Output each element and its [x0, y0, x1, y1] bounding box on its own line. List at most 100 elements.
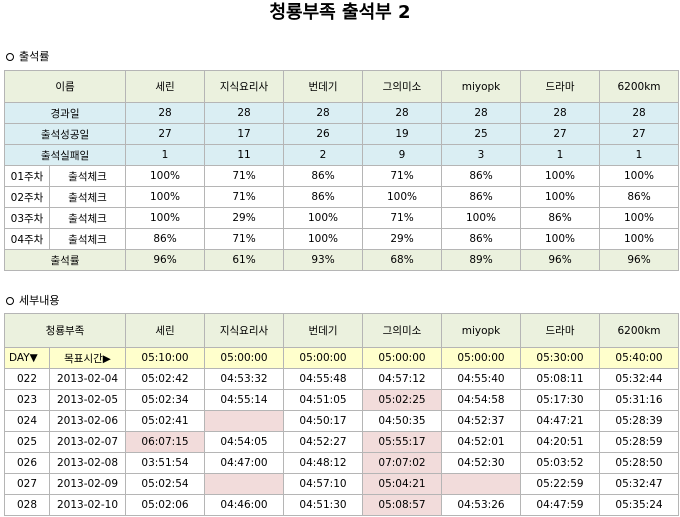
missed-time-cell: 07:07:02 [362, 452, 442, 474]
member-column-header: 6200km [599, 70, 679, 103]
table-cell: 1 [125, 144, 205, 166]
table-header-row: 이름 세린 지식요리사 번데기 그의미소 miyopk 드라마 6200km [4, 70, 679, 103]
member-column-header: 세린 [125, 313, 205, 348]
table-cell: 100% [125, 207, 205, 229]
time-cell: 05:02:06 [125, 494, 205, 516]
day-number: 022 [4, 368, 50, 390]
tribe-column-header: 청룡부족 [4, 313, 126, 348]
time-cell: 04:55:40 [441, 368, 521, 390]
member-column-header: 그의미소 [362, 70, 442, 103]
table-row: 022 2013-02-04 05:02:42 04:53:32 04:55:48 04:… [4, 368, 679, 390]
missed-time-cell [204, 473, 284, 495]
member-column-header: 그의미소 [362, 313, 442, 348]
time-cell: 04:50:35 [362, 410, 442, 432]
table-cell: 3 [441, 144, 521, 166]
member-column-header: 드라마 [520, 313, 600, 348]
target-time-cell: 05:00:00 [283, 347, 363, 369]
table-cell: 28 [125, 102, 205, 124]
time-cell: 05:02:34 [125, 389, 205, 411]
time-cell: 04:51:05 [283, 389, 363, 411]
table-cell: 100% [599, 228, 679, 250]
table-cell: 28 [362, 102, 442, 124]
table-cell: 96% [520, 249, 600, 271]
table-row: 026 2013-02-08 03:51:54 04:47:00 04:48:12 07:… [4, 452, 679, 474]
table-cell: 26 [283, 123, 363, 145]
time-cell: 05:32:44 [599, 368, 679, 390]
table-cell: 71% [204, 186, 284, 208]
table-header-row: 청룡부족 세린 지식요리사 번데기 그의미소 miyopk 드라마 6200km [4, 313, 679, 348]
table-cell: 93% [283, 249, 363, 271]
member-column-header: 번데기 [283, 70, 363, 103]
name-column-header: 이름 [4, 70, 126, 103]
time-cell: 04:48:12 [283, 452, 363, 474]
time-cell: 05:28:39 [599, 410, 679, 432]
target-time-cell: 05:00:00 [441, 347, 521, 369]
table-cell: 86% [125, 228, 205, 250]
summary-row: 출석실패일 1 11 2 9 3 1 1 [4, 144, 679, 166]
table-cell: 89% [441, 249, 521, 271]
table-cell: 86% [520, 207, 600, 229]
table-cell: 100% [520, 228, 600, 250]
target-time-cell: 05:40:00 [599, 347, 679, 369]
time-cell: 04:55:48 [283, 368, 363, 390]
day-number: 028 [4, 494, 50, 516]
day-number: 026 [4, 452, 50, 474]
week-label: 03주차 [4, 207, 50, 229]
missed-time-cell [441, 473, 521, 495]
table-cell: 100% [283, 228, 363, 250]
member-column-header: 세린 [125, 70, 205, 103]
row-label: 출석률 [4, 249, 126, 271]
target-time-cell: 05:30:00 [520, 347, 600, 369]
member-column-header: 지식요리사 [204, 313, 284, 348]
table-row: 023 2013-02-05 05:02:34 04:55:14 04:51:05 05:… [4, 389, 679, 411]
section-details-heading: 세부내용 [6, 294, 59, 308]
target-time-cell: 05:10:00 [125, 347, 205, 369]
member-column-header: 6200km [599, 313, 679, 348]
table-cell: 28 [283, 102, 363, 124]
summary-row: 출석성공일 27 17 26 19 25 27 27 [4, 123, 679, 145]
member-column-header: miyopk [441, 313, 521, 348]
missed-time-cell: 05:55:17 [362, 431, 442, 453]
member-column-header: 드라마 [520, 70, 600, 103]
table-cell: 19 [362, 123, 442, 145]
row-label: 경과일 [4, 102, 126, 124]
table-cell: 86% [283, 186, 363, 208]
attendance-detail-table: 청룡부족 세린 지식요리사 번데기 그의미소 miyopk 드라마 6200km DAY▼ 목표시… [4, 313, 679, 516]
time-cell: 05:02:42 [125, 368, 205, 390]
table-row: 025 2013-02-07 06:07:15 04:54:05 04:52:27 05:… [4, 431, 679, 453]
time-cell: 05:17:30 [520, 389, 600, 411]
attendance-rate-table: 이름 세린 지식요리사 번데기 그의미소 miyopk 드라마 6200km 경과일 28 28 28… [4, 70, 679, 271]
time-cell: 04:57:10 [283, 473, 363, 495]
day-sort-label: DAY▼ [4, 347, 50, 369]
table-cell: 17 [204, 123, 284, 145]
table-cell: 100% [599, 207, 679, 229]
missed-time-cell: 05:08:57 [362, 494, 442, 516]
section-attendance-heading: 출석률 [6, 50, 49, 64]
time-cell: 04:51:30 [283, 494, 363, 516]
table-cell: 61% [204, 249, 284, 271]
time-cell: 05:02:54 [125, 473, 205, 495]
date-cell: 2013-02-06 [49, 410, 126, 432]
member-column-header: 번데기 [283, 313, 363, 348]
time-cell: 05:02:41 [125, 410, 205, 432]
time-cell: 05:35:24 [599, 494, 679, 516]
table-cell: 100% [520, 165, 600, 187]
time-cell: 04:53:26 [441, 494, 521, 516]
week-row: 01주차 출석체크 100% 71% 86% 71% 86% 100% 100% [4, 165, 679, 187]
table-cell: 1 [599, 144, 679, 166]
time-cell: 04:57:12 [362, 368, 442, 390]
table-cell: 86% [441, 228, 521, 250]
table-cell: 29% [362, 228, 442, 250]
table-cell: 29% [204, 207, 284, 229]
table-cell: 71% [204, 165, 284, 187]
missed-time-cell: 05:04:21 [362, 473, 442, 495]
circle-bullet-icon [6, 53, 14, 61]
missed-time-cell: 05:02:25 [362, 389, 442, 411]
target-time-cell: 05:00:00 [204, 347, 284, 369]
time-cell: 05:22:59 [520, 473, 600, 495]
table-cell: 9 [362, 144, 442, 166]
table-cell: 27 [520, 123, 600, 145]
time-cell: 04:54:05 [204, 431, 284, 453]
week-row: 02주차 출석체크 100% 71% 86% 100% 86% 100% 86% [4, 186, 679, 208]
week-label: 01주차 [4, 165, 50, 187]
